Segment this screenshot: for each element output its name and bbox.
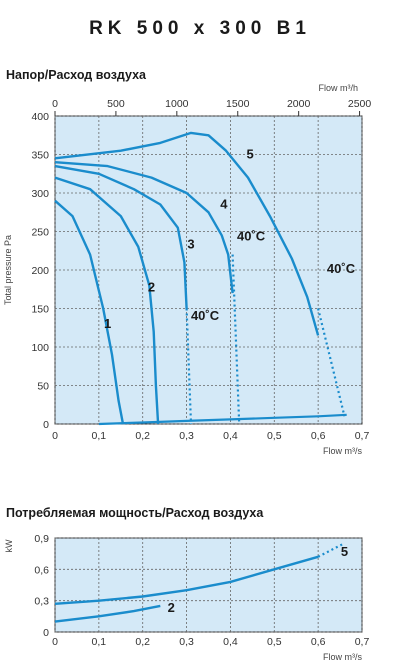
- y-axis-label: Total pressure Pa: [3, 235, 13, 305]
- x-tick-label: 0: [52, 636, 58, 648]
- x2-tick-label: 0: [52, 98, 58, 110]
- curve-label-1: 1: [104, 316, 111, 331]
- dotted-extension: [317, 308, 346, 417]
- x-axis-label: Flow m³/s: [323, 446, 362, 456]
- curve-5: [54, 131, 320, 336]
- x-tick-label: 0,7: [355, 636, 370, 648]
- x2-tick-label: 1000: [165, 98, 189, 110]
- x-tick-label: 0,6: [311, 636, 326, 648]
- power-chart-title: Потребляемая мощность/Расход воздуха: [6, 506, 264, 520]
- x-tick-label: 0,4: [223, 430, 238, 442]
- y-tick-label: 400: [31, 111, 49, 123]
- curve-label-3: 3: [187, 236, 194, 251]
- x-tick-label: 0: [52, 430, 58, 442]
- curve-4: [54, 161, 234, 294]
- x-tick-label: 0,3: [179, 430, 194, 442]
- y-tick-label: 200: [31, 265, 49, 277]
- y-tick-label: 350: [31, 150, 49, 162]
- x-tick-label: 0,4: [223, 636, 238, 648]
- power-curve-2: [54, 604, 161, 623]
- y-axis-label: kW: [4, 539, 14, 553]
- temperature-annotation: 40˚C: [237, 229, 266, 244]
- dotted-extension: [185, 308, 193, 425]
- y-tick-label: 0,9: [34, 533, 49, 545]
- y-tick-label: 0: [43, 419, 49, 431]
- curve-1: [54, 199, 125, 425]
- model-title: RK 500 x 300 B1: [89, 18, 311, 39]
- curve-label-4: 4: [220, 196, 228, 211]
- y-tick-label: 0,6: [34, 564, 49, 576]
- curve-3: [54, 164, 188, 309]
- x-tick-label: 0,5: [267, 430, 282, 442]
- x-tick-label: 0,2: [135, 636, 150, 648]
- y-tick-label: 50: [37, 381, 49, 393]
- x-tick-label: 0,6: [311, 430, 326, 442]
- x2-tick-label: 1500: [226, 98, 250, 110]
- x-tick-label: 0,5: [267, 636, 282, 648]
- x2-tick-label: 2000: [287, 98, 311, 110]
- x2-tick-label: 500: [107, 98, 125, 110]
- curve-2: [54, 176, 160, 425]
- x2-tick-label: 2500: [348, 98, 372, 110]
- y-tick-label: 150: [31, 304, 49, 316]
- pressure-chart-title: Напор/Расход воздуха: [6, 68, 147, 82]
- curve-label-5: 5: [247, 146, 254, 161]
- temperature-annotation: 40˚C: [191, 308, 220, 323]
- pressure-flow-chart: 0 0,1 0,2 0,3 0,4 0,5 0,6 0,7050100150200250300…: [3, 83, 372, 456]
- x-tick-label: 0,3: [179, 636, 194, 648]
- temperature-annotation: 40˚C: [327, 261, 356, 276]
- x-tick-label: 0,7: [355, 430, 370, 442]
- curve-label-2: 2: [148, 280, 155, 295]
- power-curve-5: [54, 555, 319, 605]
- y-tick-label: 0,3: [34, 596, 49, 608]
- y-tick-label: 100: [31, 342, 49, 354]
- x-tick-label: 0,2: [135, 430, 150, 442]
- y-tick-label: 250: [31, 227, 49, 239]
- y-tick-label: 0: [43, 627, 49, 639]
- power-curve-label-5: 5: [341, 544, 348, 559]
- dotted-extension: [231, 254, 241, 425]
- power-curve-label-2: 2: [168, 600, 175, 615]
- system-curve: [98, 413, 347, 426]
- y-tick-label: 300: [31, 188, 49, 200]
- x-tick-label: 0,1: [92, 636, 107, 648]
- x-axis-label: Flow m³/s: [323, 652, 362, 662]
- x2-axis-label: Flow m³/h: [318, 83, 358, 93]
- x-tick-label: 0,1: [92, 430, 107, 442]
